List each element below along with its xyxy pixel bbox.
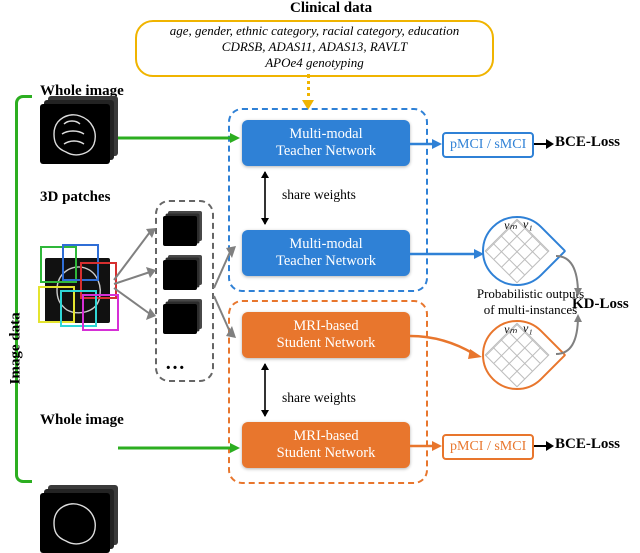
student-network-box-2: MRI-based Student Network (242, 422, 410, 468)
whole-image-label-top: Whole image (40, 83, 124, 100)
bce-loss-top: BCE-Loss (555, 134, 620, 151)
whole-image-top (40, 104, 110, 164)
green-arrow-top (118, 130, 242, 146)
bce-loss-bottom: BCE-Loss (555, 436, 620, 453)
whole-image-bottom (40, 493, 110, 553)
mini-patch (163, 216, 197, 246)
teacher-line-1: Multi-modal (242, 236, 410, 253)
prob-v1: v₁ (523, 217, 533, 232)
kd-arrow-group (554, 250, 594, 360)
clinical-line-2: CDRSB, ADAS11, ADAS13, RAVLT (137, 39, 492, 55)
prob-v1: v₁ (523, 321, 533, 336)
ellipsis-icon: … (165, 352, 187, 375)
prob-vm: vₘ (504, 218, 517, 233)
pmci-to-bce-arrow-bottom (534, 438, 556, 454)
pmci-to-bce-arrow-top (534, 136, 556, 152)
pmci-box-top: pMCI / sMCI (442, 132, 534, 158)
prob-vm: vₘ (504, 322, 517, 337)
share-weights-label-teacher: share weights (282, 187, 356, 203)
whole-image-label-bottom: Whole image (40, 412, 124, 429)
mini-patch (163, 260, 197, 290)
student-line-1: MRI-based (242, 318, 410, 335)
teacher-to-pmci-arrow (410, 136, 444, 152)
student-to-prob-arrow (410, 330, 486, 360)
teacher-network-box-1: Multi-modal Teacher Network (242, 120, 410, 166)
clinical-line-1: age, gender, ethnic category, racial cat… (137, 23, 492, 39)
student-network-box-1: MRI-based Student Network (242, 312, 410, 358)
clinical-data-title: Clinical data (290, 0, 372, 17)
student-line-2: Student Network (242, 445, 410, 462)
patch-arrows-to-stack (110, 224, 162, 334)
teacher-network-box-2: Multi-modal Teacher Network (242, 230, 410, 276)
student-line-2: Student Network (242, 335, 410, 352)
student-line-1: MRI-based (242, 428, 410, 445)
clinical-data-box: age, gender, ethnic category, racial cat… (135, 20, 494, 77)
stack-to-networks-arrows (212, 232, 242, 352)
image-data-brace (15, 95, 32, 483)
mini-patch (163, 304, 197, 334)
teacher-to-prob-arrow (410, 246, 486, 262)
teacher-line-1: Multi-modal (242, 126, 410, 143)
share-weights-arrow-student (256, 360, 274, 420)
share-weights-arrow-teacher (256, 168, 274, 228)
brain-icon (46, 499, 104, 547)
pmci-box-bottom: pMCI / sMCI (442, 434, 534, 460)
teacher-line-2: Teacher Network (242, 253, 410, 270)
clinical-line-3: APOe4 genotyping (137, 55, 492, 71)
teacher-line-2: Teacher Network (242, 143, 410, 160)
brain-icon (46, 110, 104, 158)
image-data-label: Image data (8, 305, 25, 385)
patches-label: 3D patches (40, 189, 110, 206)
green-arrow-bottom (118, 440, 242, 456)
share-weights-label-student: share weights (282, 390, 356, 406)
student-to-pmci-arrow (410, 438, 444, 454)
